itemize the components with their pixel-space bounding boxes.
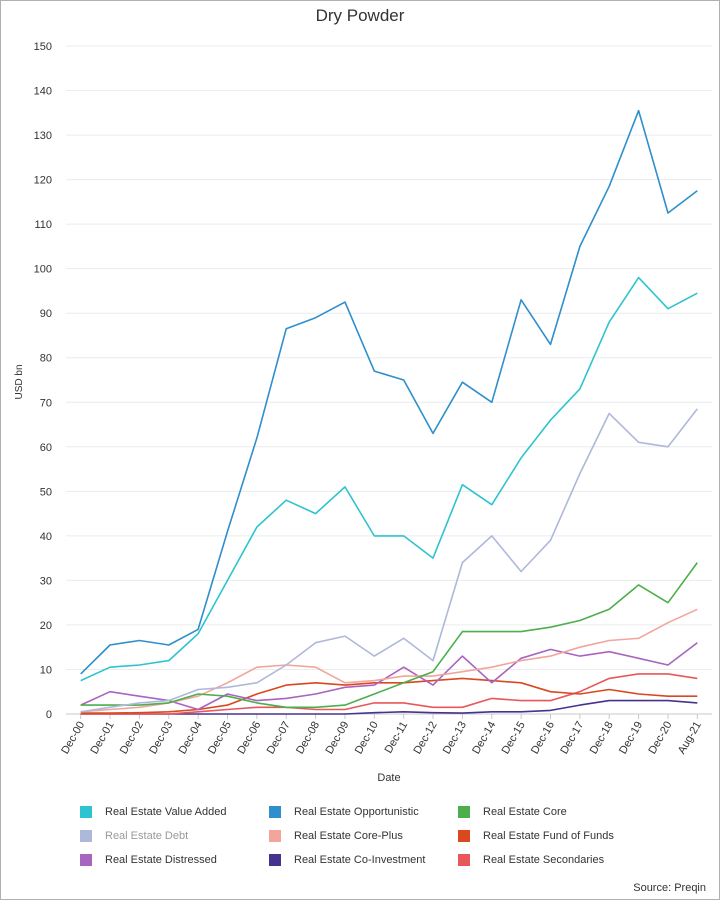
legend-label: Real Estate Core bbox=[483, 806, 567, 818]
legend-swatch bbox=[458, 806, 470, 818]
x-tick-label: Dec-07 bbox=[265, 720, 293, 757]
series-line-real-estate-opportunistic[interactable] bbox=[80, 109, 698, 675]
series-line-real-estate-value-added[interactable] bbox=[80, 276, 698, 682]
series-line-real-estate-distressed[interactable] bbox=[80, 642, 698, 711]
series-line-real-estate-fund-of-funds[interactable] bbox=[80, 677, 698, 714]
y-tick-label: 80 bbox=[40, 353, 52, 365]
legend-swatch bbox=[269, 854, 281, 866]
y-tick-label: 120 bbox=[34, 175, 52, 187]
x-tick-label: Dec-15 bbox=[500, 720, 528, 757]
x-axis-label: Date bbox=[377, 772, 400, 784]
series-line-real-estate-core[interactable] bbox=[80, 562, 698, 709]
y-tick-label: 150 bbox=[34, 41, 52, 53]
series-line-real-estate-core-plus[interactable] bbox=[80, 608, 698, 713]
series-line-real-estate-debt[interactable] bbox=[80, 408, 698, 713]
legend-label: Real Estate Opportunistic bbox=[294, 806, 419, 818]
y-tick-label: 70 bbox=[40, 397, 52, 409]
y-tick-label: 100 bbox=[34, 264, 52, 276]
legend-label: Real Estate Fund of Funds bbox=[483, 830, 614, 842]
legend-item-real-estate-debt[interactable]: Real Estate Debt bbox=[80, 830, 188, 842]
x-tick-label: Dec-17 bbox=[558, 720, 586, 757]
legend-item-real-estate-core-plus[interactable]: Real Estate Core-Plus bbox=[269, 830, 403, 842]
y-tick-label: 20 bbox=[40, 620, 52, 632]
legend-label: Real Estate Value Added bbox=[105, 806, 227, 818]
y-tick-label: 60 bbox=[40, 442, 52, 454]
series-line-real-estate-co-investment[interactable] bbox=[80, 699, 698, 715]
legend-swatch bbox=[458, 830, 470, 842]
y-tick-label: 10 bbox=[40, 664, 52, 676]
legend-item-real-estate-co-investment[interactable]: Real Estate Co-Investment bbox=[269, 854, 425, 866]
y-axis-label: USD bn bbox=[14, 364, 25, 399]
x-tick-label: Dec-11 bbox=[383, 720, 411, 756]
y-tick-label: 40 bbox=[40, 531, 52, 543]
x-tick-label: Dec-19 bbox=[617, 720, 645, 757]
legend-item-real-estate-secondaries[interactable]: Real Estate Secondaries bbox=[458, 854, 604, 866]
legend-label: Real Estate Core-Plus bbox=[294, 830, 403, 842]
line-chart: 0 10 20 30 40 50 60 70 80 90 100 110 120 130 140 150 De… bbox=[14, 41, 712, 784]
legend-swatch bbox=[269, 806, 281, 818]
x-tick-label: Dec-18 bbox=[588, 720, 616, 757]
legend-item-real-estate-distressed[interactable]: Real Estate Distressed bbox=[80, 854, 217, 866]
legend-item-real-estate-core[interactable]: Real Estate Core bbox=[458, 806, 567, 818]
legend-label: Real Estate Debt bbox=[105, 830, 189, 842]
chart-title: Dry Powder bbox=[315, 6, 405, 25]
x-tick-label: Dec-05 bbox=[206, 720, 234, 757]
legend-label: Real Estate Co-Investment bbox=[294, 854, 426, 866]
legend-swatch bbox=[80, 830, 92, 842]
x-tick-label: Dec-13 bbox=[441, 720, 469, 757]
x-tick-label: Dec-06 bbox=[235, 720, 263, 757]
x-tick-label: Dec-00 bbox=[59, 720, 87, 757]
legend-label: Real Estate Secondaries bbox=[483, 854, 605, 866]
x-tick-label: Dec-16 bbox=[529, 720, 557, 757]
x-tick-label: Dec-20 bbox=[646, 720, 674, 757]
y-tick-label: 50 bbox=[40, 486, 52, 498]
x-tick-label: Dec-04 bbox=[177, 720, 205, 757]
x-tick-label: Dec-08 bbox=[294, 720, 322, 757]
x-tick-label: Dec-01 bbox=[89, 720, 117, 757]
legend-swatch bbox=[80, 806, 92, 818]
legend-swatch bbox=[458, 854, 470, 866]
legend-item-real-estate-opportunistic[interactable]: Real Estate Opportunistic bbox=[269, 806, 419, 818]
x-tick-label: Dec-09 bbox=[323, 720, 351, 757]
x-tick-label: Dec-03 bbox=[147, 720, 175, 757]
y-tick-label: 90 bbox=[40, 308, 52, 320]
x-tick-label: Dec-10 bbox=[353, 720, 381, 757]
x-tick-label: Aug-21 bbox=[676, 720, 704, 757]
x-tick-label: Dec-12 bbox=[412, 720, 440, 757]
legend-swatch bbox=[269, 830, 281, 842]
y-tick-label: 0 bbox=[46, 709, 52, 721]
source-note: Source: Preqin bbox=[633, 882, 706, 894]
legend-item-real-estate-fund-of-funds[interactable]: Real Estate Fund of Funds bbox=[458, 830, 614, 842]
y-tick-label: 30 bbox=[40, 575, 52, 587]
series-line-real-estate-secondaries[interactable] bbox=[80, 673, 698, 715]
x-tick-label: Dec-02 bbox=[118, 720, 146, 757]
legend-item-real-estate-value-added[interactable]: Real Estate Value Added bbox=[80, 806, 227, 818]
y-tick-label: 110 bbox=[34, 219, 52, 231]
y-tick-label: 140 bbox=[34, 86, 52, 98]
legend-label: Real Estate Distressed bbox=[105, 854, 217, 866]
legend-swatch bbox=[80, 854, 92, 866]
y-tick-label: 130 bbox=[34, 130, 52, 142]
x-tick-label: Dec-14 bbox=[470, 720, 498, 757]
